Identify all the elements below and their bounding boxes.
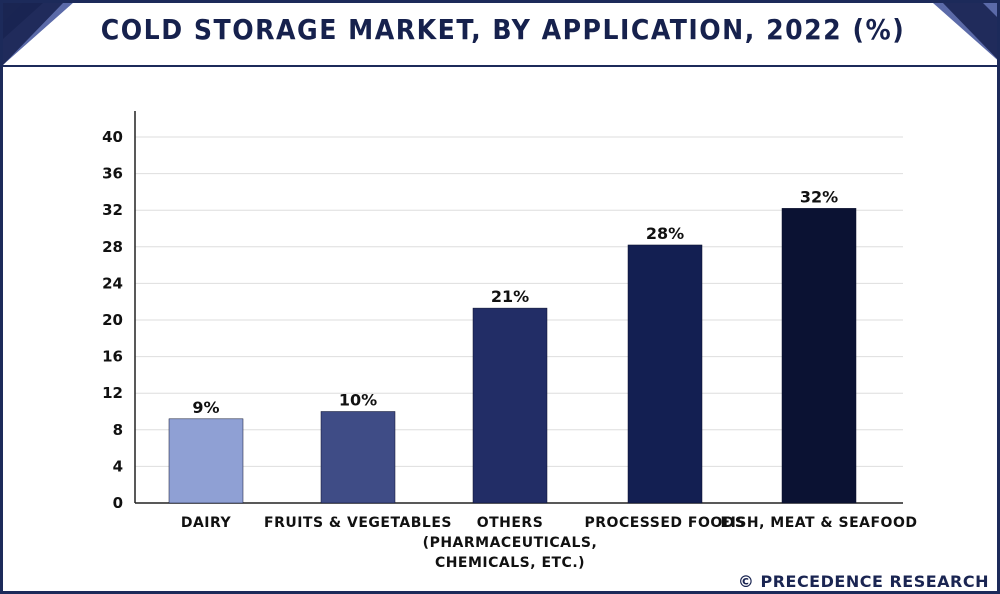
x-category-label: FRUITS & VEGETABLES [264, 515, 452, 531]
y-tick-label: 36 [102, 165, 123, 183]
x-category-label: FISH, MEAT & SEAFOOD [721, 515, 918, 531]
x-category-label: (PHARMACEUTICALS, [423, 535, 598, 551]
y-tick-label: 12 [102, 384, 123, 402]
y-tick-label: 20 [102, 311, 123, 329]
bar [320, 411, 396, 504]
x-category-label: DAIRY [181, 515, 232, 531]
data-label: 21% [491, 287, 529, 306]
left-corner-decoration [3, 3, 123, 65]
y-tick-label: 16 [102, 348, 123, 366]
right-corner-decoration [933, 3, 997, 60]
y-tick-label: 32 [102, 201, 123, 219]
data-label: 9% [192, 398, 219, 417]
header-bar: COLD STORAGE MARKET, BY APPLICATION, 202… [3, 3, 997, 65]
data-label: 28% [646, 224, 684, 243]
y-tick-label: 8 [113, 421, 123, 439]
bar [168, 418, 244, 504]
source-credit: © PRECEDENCE RESEARCH [737, 572, 989, 591]
y-tick-label: 24 [102, 274, 123, 292]
x-category-label: PROCESSED FOODS [585, 515, 746, 531]
x-category-label: CHEMICALS, ETC.) [435, 555, 585, 571]
y-tick-label: 0 [113, 494, 123, 512]
chart-body: 0 4 8 12 16 20 24 28 32 36 40 9% DAIRY 10% FRUITS & VE… [3, 65, 997, 591]
chart-title: COLD STORAGE MARKET, BY APPLICATION, 202… [100, 13, 906, 46]
bar [627, 244, 703, 504]
y-tick-label: 28 [102, 238, 123, 256]
data-label: 32% [800, 187, 838, 206]
data-label: 10% [339, 391, 377, 410]
x-category-label: OTHERS [477, 515, 544, 531]
bar [472, 307, 548, 504]
y-tick-label: 4 [113, 457, 123, 475]
bar [781, 208, 857, 504]
bar-chart: 0 4 8 12 16 20 24 28 32 36 40 9% DAIRY 10% FRUITS & VE… [102, 111, 918, 571]
y-tick-label: 40 [102, 128, 123, 146]
